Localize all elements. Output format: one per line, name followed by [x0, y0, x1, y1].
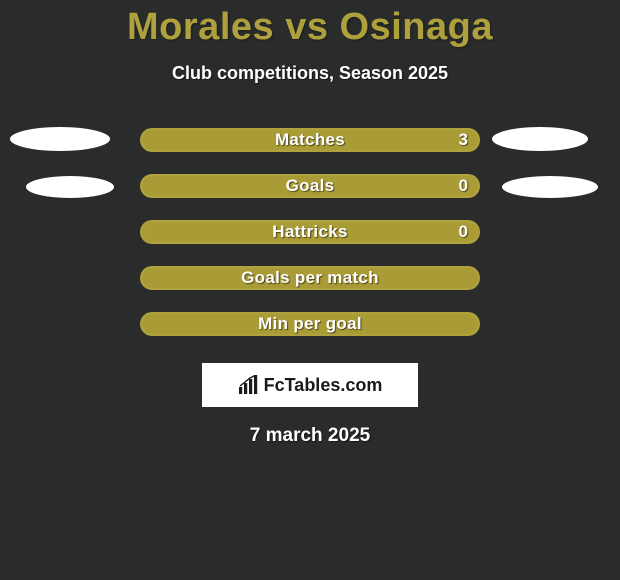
stat-value: 0 — [459, 222, 468, 242]
content: Morales vs Osinaga Club competitions, Se… — [0, 0, 620, 447]
page-title: Morales vs Osinaga — [0, 6, 620, 49]
stat-label: Hattricks — [140, 222, 480, 242]
stat-row: Goals per match — [0, 263, 620, 309]
stat-label: Goals per match — [140, 268, 480, 288]
player-left-marker — [10, 127, 110, 151]
footer-date: 7 march 2025 — [0, 425, 620, 447]
stat-row: Min per goal — [0, 309, 620, 355]
stat-pill: Goals0 — [140, 174, 480, 198]
page-subtitle: Club competitions, Season 2025 — [0, 63, 620, 84]
stat-row: Matches3 — [0, 125, 620, 171]
stat-rows: Matches3Goals0Hattricks0Goals per matchM… — [0, 125, 620, 355]
player-left-marker — [26, 176, 114, 198]
brand-box: FcTables.com — [202, 363, 418, 407]
stat-pill: Hattricks0 — [140, 220, 480, 244]
player-right-marker — [502, 176, 598, 198]
stat-value: 3 — [459, 130, 468, 150]
stat-label: Matches — [140, 130, 480, 150]
stat-label: Min per goal — [140, 314, 480, 334]
stat-pill: Min per goal — [140, 312, 480, 336]
stat-label: Goals — [140, 176, 480, 196]
player-right-marker — [492, 127, 588, 151]
stat-row: Hattricks0 — [0, 217, 620, 263]
stat-pill: Goals per match — [140, 266, 480, 290]
stat-row: Goals0 — [0, 171, 620, 217]
bar-chart-icon — [238, 375, 260, 395]
stat-value: 0 — [459, 176, 468, 196]
stat-pill: Matches3 — [140, 128, 480, 152]
brand-text: FcTables.com — [264, 375, 383, 396]
